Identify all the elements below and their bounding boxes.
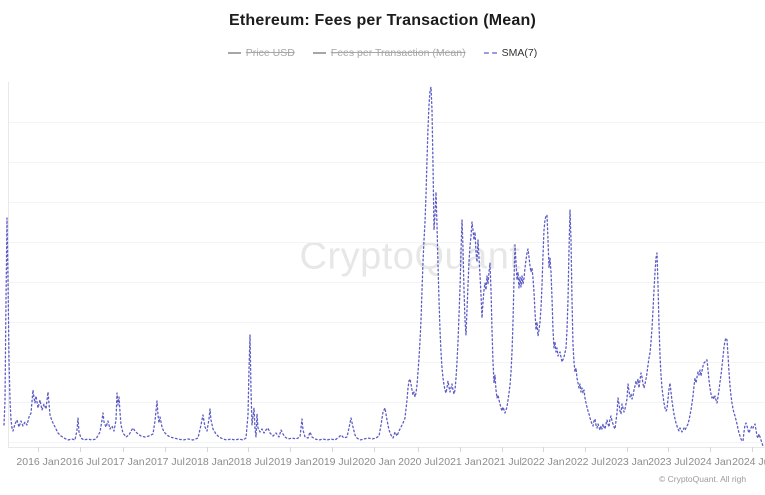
x-axis-label: 2019 Jul	[312, 456, 352, 468]
price-usd-line-swatch-icon	[227, 52, 241, 54]
fees-line-swatch-icon	[312, 52, 326, 54]
legend-label-fees-per-transaction: Fees per Transaction (Mean)	[330, 47, 466, 59]
legend-label-price-usd: Price USD	[245, 47, 295, 59]
legend-item-fees-per-transaction[interactable]: Fees per Transaction (Mean)	[312, 47, 466, 59]
x-axis-label: 2016 Jul	[60, 456, 100, 468]
legend-label-sma7: SMA(7)	[501, 47, 538, 59]
x-axis-label: 2021 Jan	[438, 456, 481, 468]
legend-item-sma7[interactable]: SMA(7)	[483, 47, 538, 59]
x-axis-label: 2022 Jul	[565, 456, 605, 468]
legend-item-price-usd[interactable]: Price USD	[227, 47, 295, 59]
x-axis-label: 2020 Jul	[398, 456, 438, 468]
x-axis-label: 2023 Jul	[648, 456, 688, 468]
x-axis-label: 2024 Jan	[688, 456, 731, 468]
x-axis-label: 2018 Jan	[185, 456, 228, 468]
x-axis-label: 2020 Jan	[352, 456, 395, 468]
x-axis-label: 2024 Jul	[732, 456, 765, 468]
sma7-line-swatch-icon	[483, 52, 497, 54]
legend: Price USD Fees per Transaction (Mean) SM…	[0, 47, 765, 59]
page-title: Ethereum: Fees per Transaction (Mean)	[228, 12, 537, 29]
copyright-text: © CryptoQuant. All righ	[659, 474, 747, 484]
x-axis-label: 2018 Jul	[228, 456, 268, 468]
x-axis-label: 2021 Jul	[482, 456, 522, 468]
sma7-series-line	[3, 86, 764, 447]
x-axis-label: 2022 Jan	[521, 456, 564, 468]
x-axis-label: 2016 Jan	[16, 456, 59, 468]
x-axis-label: 2017 Jan	[101, 456, 144, 468]
x-axis-label: 2019 Jan	[268, 456, 311, 468]
x-axis-label: 2023 Jan	[605, 456, 648, 468]
x-axis-label: 2017 Jul	[145, 456, 185, 468]
